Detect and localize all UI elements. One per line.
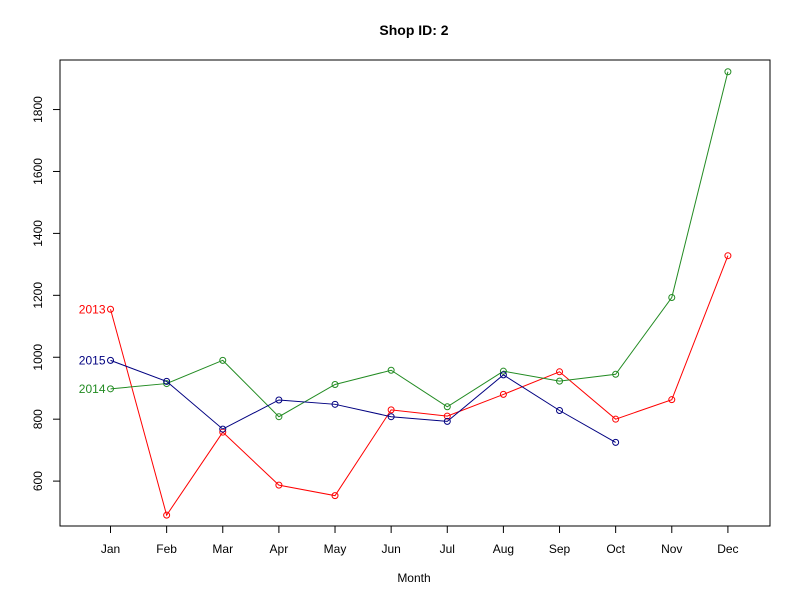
data-point-2013-jun	[387, 406, 395, 414]
y-tick-label: 600	[31, 471, 45, 491]
data-point-2014-oct	[612, 370, 620, 378]
series-2013: 2013	[79, 252, 732, 519]
data-point-2015-jan	[107, 356, 115, 364]
data-point-2015-jun	[387, 413, 395, 421]
x-tick-label: Jun	[381, 542, 400, 556]
data-point-2013-dec	[724, 252, 732, 260]
x-axis-label: Month	[397, 571, 430, 585]
data-point-2015-may	[331, 400, 339, 408]
y-tick-label: 800	[31, 409, 45, 429]
x-axis: Jan Feb Mar Apr May Jun Jul Aug Sep Oct Nov Dec	[101, 525, 739, 556]
series-line-2013	[110, 255, 729, 517]
series-2014: 2014	[79, 68, 732, 421]
x-tick-label: Dec	[717, 542, 738, 556]
data-point-2015-jul	[443, 417, 451, 425]
data-point-2015-aug	[499, 371, 507, 379]
x-tick-label: Aug	[493, 542, 514, 556]
data-point-2015-sep	[556, 407, 564, 415]
series-label-2014: 2014	[79, 382, 106, 396]
data-point-2013-may	[331, 492, 339, 500]
data-point-2013-oct	[612, 415, 620, 423]
x-tick-label: Feb	[156, 542, 177, 556]
x-tick-label: Jul	[440, 542, 455, 556]
series-2015: 2015	[79, 353, 620, 446]
series-line-2014	[110, 71, 729, 418]
series-layer: 2013 2014 2015	[79, 68, 732, 519]
x-tick-label: Apr	[270, 542, 289, 556]
x-tick-label: Sep	[549, 542, 571, 556]
y-tick-label: 1600	[31, 158, 45, 185]
data-point-2014-aug	[499, 367, 507, 375]
y-tick-label: 1000	[31, 344, 45, 371]
data-point-2014-jul	[443, 403, 451, 411]
data-point-2013-nov	[668, 396, 676, 404]
data-point-2013-jul	[443, 412, 451, 420]
chart-title: Shop ID: 2	[379, 22, 448, 38]
x-tick-label: May	[324, 542, 347, 556]
data-point-2014-dec	[724, 68, 732, 76]
data-point-2014-mar	[219, 356, 227, 364]
series-label-2015: 2015	[79, 353, 106, 367]
x-tick-label: Nov	[661, 542, 682, 556]
series-label-2013: 2013	[79, 302, 106, 316]
data-point-2014-jun	[387, 366, 395, 374]
data-point-2013-sep	[556, 368, 564, 376]
data-point-2013-apr	[275, 481, 283, 489]
y-tick-label: 1200	[31, 282, 45, 309]
data-point-2015-mar	[219, 425, 227, 433]
data-point-2013-feb	[163, 511, 171, 519]
data-point-2014-jan	[107, 385, 115, 393]
data-point-2014-may	[331, 380, 339, 388]
data-point-2014-apr	[275, 413, 283, 421]
y-tick-label: 1800	[31, 96, 45, 123]
x-tick-label: Oct	[606, 542, 625, 556]
series-line-2015	[110, 359, 616, 443]
y-tick-label: 1400	[31, 220, 45, 247]
data-point-2013-aug	[499, 390, 507, 398]
data-point-2015-oct	[612, 438, 620, 446]
data-point-2015-apr	[275, 396, 283, 404]
data-point-2014-sep	[556, 377, 564, 385]
x-tick-label: Jan	[101, 542, 120, 556]
data-point-2015-feb	[163, 377, 171, 385]
x-tick-label: Mar	[212, 542, 233, 556]
data-point-2013-jan	[107, 305, 115, 313]
data-point-2014-nov	[668, 293, 676, 301]
y-axis: 600 800 1000 1200 1400 1600 1800	[31, 96, 61, 491]
